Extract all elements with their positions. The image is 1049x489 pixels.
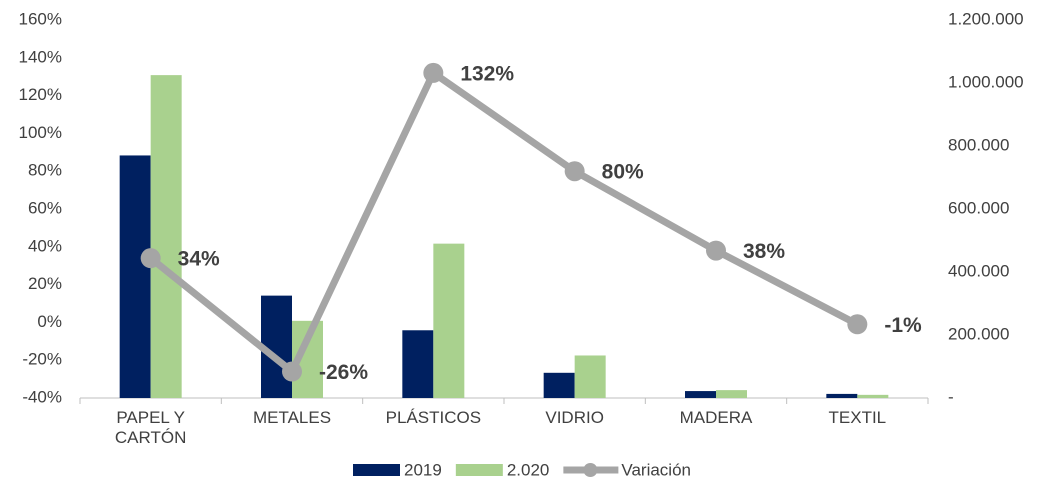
bar — [119, 155, 151, 398]
marker — [706, 240, 726, 261]
data-label: -26% — [319, 361, 368, 384]
marker — [423, 62, 444, 83]
bar — [826, 393, 858, 398]
y-tick-label: 120% — [19, 85, 62, 104]
legend-swatch — [583, 463, 598, 477]
bar — [857, 394, 889, 398]
data-label: -1% — [884, 314, 922, 337]
y-tick-label: 100% — [19, 123, 62, 142]
bar — [543, 372, 575, 398]
y2-tick-label: 1.200.000 — [948, 9, 1024, 28]
marker — [564, 161, 585, 182]
bar — [685, 391, 716, 398]
y2-tick-label: 600.000 — [948, 198, 1009, 217]
x-tick-label: MADERA — [679, 408, 753, 427]
y-tick-label: 20% — [28, 274, 62, 293]
y-tick-label: 160% — [19, 9, 62, 28]
legend-swatch — [353, 464, 400, 476]
y-tick-label: -40% — [22, 387, 62, 406]
legend-label: 2.020 — [507, 460, 550, 479]
x-tick-label: TEXTIL — [828, 408, 887, 427]
marker — [282, 361, 302, 382]
y-tick-label: 60% — [28, 198, 62, 217]
y-tick-label: 0% — [37, 312, 62, 331]
data-label: 38% — [743, 240, 785, 263]
y2-tick-label: - — [948, 387, 954, 406]
y-tick-label: 80% — [28, 161, 62, 180]
bar — [433, 243, 465, 398]
data-label: 132% — [460, 62, 514, 85]
x-tick-label: VIDRIO — [545, 408, 604, 427]
x-tick-label: PLÁSTICOS — [385, 408, 482, 427]
marker — [140, 248, 161, 269]
x-tick-label: METALES — [252, 408, 332, 427]
bar — [150, 75, 182, 398]
y2-tick-label: 1.000.000 — [948, 72, 1024, 91]
legend-label: Variación — [621, 460, 691, 479]
y-tick-label: -20% — [22, 350, 62, 369]
line — [148, 69, 859, 376]
marker — [847, 314, 868, 335]
legend-swatch — [455, 464, 503, 476]
y-tick-label: 140% — [19, 47, 62, 66]
legend-label: 2019 — [404, 460, 442, 479]
y-tick-label: 40% — [28, 236, 62, 255]
x-tick-label: PAPEL Y CARTÓN — [114, 408, 187, 447]
y2-tick-label: 200.000 — [948, 324, 1009, 343]
bar — [402, 330, 434, 398]
data-label: 80% — [602, 161, 644, 184]
bar — [574, 355, 606, 398]
y2-tick-label: 800.000 — [948, 135, 1009, 154]
data-label: 34% — [178, 248, 220, 271]
y2-tick-label: 400.000 — [948, 261, 1009, 280]
bar — [716, 390, 747, 398]
